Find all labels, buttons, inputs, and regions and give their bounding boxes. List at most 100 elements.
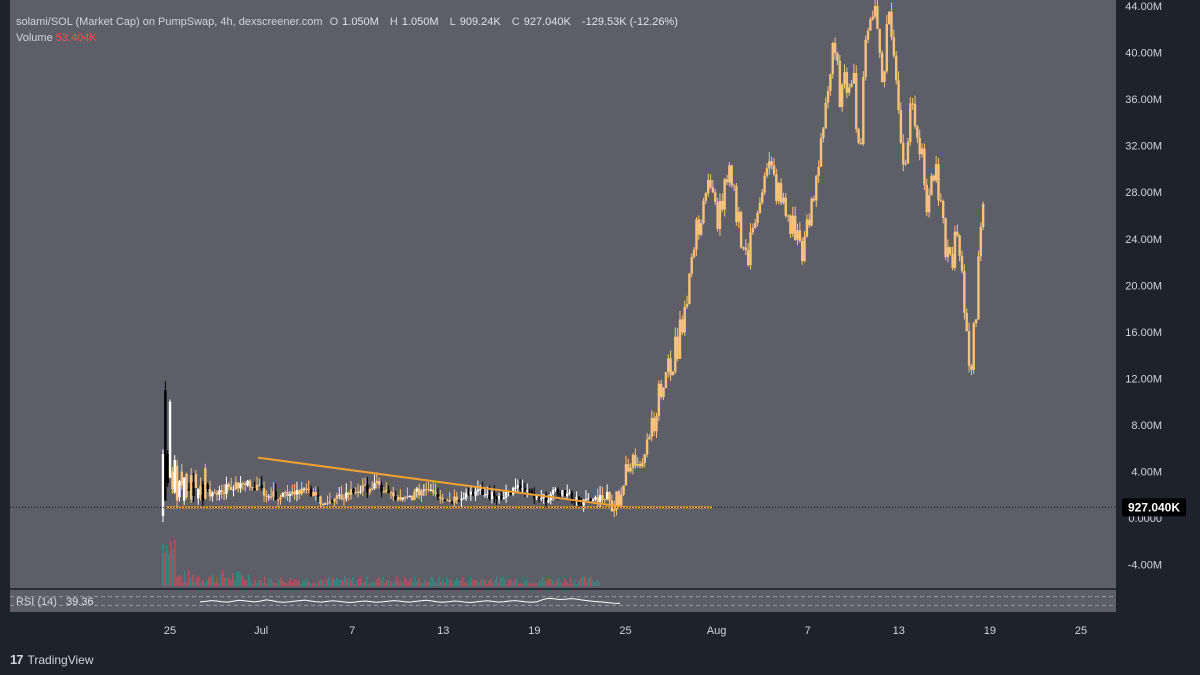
candle xyxy=(197,489,200,499)
symbol-title[interactable]: solami/SOL (Market Cap) on PumpSwap, 4h,… xyxy=(16,16,323,28)
candle xyxy=(457,500,461,502)
volume-bar xyxy=(326,578,328,586)
candle xyxy=(782,197,785,203)
x-tick-label: Aug xyxy=(707,625,727,637)
candle xyxy=(469,491,473,495)
y-tick-label: 32.00M xyxy=(1125,141,1162,153)
candle xyxy=(326,503,329,505)
candle xyxy=(563,490,567,497)
candle xyxy=(516,485,520,488)
volume-bar xyxy=(438,576,440,586)
candle xyxy=(359,491,362,493)
candle xyxy=(798,230,802,241)
volume-label[interactable]: Volume xyxy=(16,32,53,44)
candle xyxy=(298,490,301,494)
x-tick-label: 19 xyxy=(984,625,996,637)
volume-value: 53.404K xyxy=(55,32,97,44)
volume-bar xyxy=(468,581,470,586)
candle xyxy=(608,491,611,501)
volume-bar xyxy=(200,581,202,586)
y-tick-label: 28.00M xyxy=(1125,187,1162,199)
close-value: 927.040K xyxy=(523,16,571,28)
volume-bar xyxy=(168,554,170,586)
candle xyxy=(319,496,322,504)
candle xyxy=(182,477,186,501)
y-tick-label: 20.00M xyxy=(1125,280,1162,292)
candle xyxy=(838,60,841,107)
volume-bar xyxy=(340,578,342,586)
candle xyxy=(396,497,400,501)
candle xyxy=(664,372,668,389)
candle xyxy=(728,165,731,183)
candle xyxy=(812,198,816,201)
rsi-label[interactable]: RSI (14) xyxy=(16,596,57,608)
candle xyxy=(267,496,270,498)
volume-bar xyxy=(208,577,210,586)
candle xyxy=(211,492,214,497)
volume-bar xyxy=(240,573,242,586)
candle xyxy=(949,247,952,254)
candle xyxy=(822,128,825,139)
candle xyxy=(368,489,371,493)
volume-bar xyxy=(394,580,396,586)
candle xyxy=(288,494,292,497)
candle xyxy=(403,497,407,499)
candle xyxy=(725,179,729,183)
volume-bar xyxy=(192,574,194,586)
volume-bar xyxy=(526,579,528,586)
volume-bar xyxy=(388,580,390,586)
candle xyxy=(413,491,416,500)
volume-bar xyxy=(494,580,496,586)
candle xyxy=(855,73,858,130)
volume-bar xyxy=(230,580,232,586)
open-value: 1.050M xyxy=(342,16,379,28)
volume-bar xyxy=(384,583,386,586)
change-value: -129.53K (-12.26%) xyxy=(581,16,678,28)
candle xyxy=(394,496,397,501)
volume-bar xyxy=(378,577,380,586)
candle xyxy=(446,500,449,502)
candle xyxy=(504,491,508,498)
candle xyxy=(981,203,985,227)
candle xyxy=(521,488,524,490)
candle xyxy=(331,501,334,503)
candle xyxy=(575,496,578,502)
volume-bar xyxy=(380,581,382,586)
volume-bar xyxy=(598,581,600,586)
rsi-pane[interactable] xyxy=(10,590,1116,612)
volume-bar xyxy=(558,577,560,586)
candle xyxy=(497,496,501,500)
candle xyxy=(803,236,806,262)
candle xyxy=(840,84,844,107)
candle xyxy=(425,489,428,491)
last-price-tag[interactable] xyxy=(1122,498,1186,517)
candle xyxy=(573,501,576,503)
branding-name[interactable]: TradingView xyxy=(27,652,94,667)
candle xyxy=(448,500,451,502)
x-tick-label: 7 xyxy=(805,625,811,637)
candle xyxy=(260,484,263,489)
volume-bar xyxy=(414,576,416,586)
volume-bar xyxy=(518,583,520,586)
candle xyxy=(692,249,696,257)
candle xyxy=(166,454,169,484)
candle xyxy=(904,163,907,165)
candle xyxy=(848,87,851,93)
high-value: 1.050M xyxy=(401,16,439,28)
candle xyxy=(871,16,874,20)
volume-bar xyxy=(504,579,506,586)
candle xyxy=(951,253,954,268)
volume-bar xyxy=(318,580,320,586)
candle xyxy=(558,494,562,496)
candle xyxy=(237,482,240,489)
candle xyxy=(845,72,849,93)
candle xyxy=(178,480,181,498)
trendline[interactable] xyxy=(257,456,631,509)
rsi-line[interactable] xyxy=(199,597,621,604)
volume-bar xyxy=(316,583,318,586)
candle xyxy=(490,492,494,499)
volume-bar xyxy=(266,583,268,586)
volume-bar xyxy=(196,577,198,586)
volume-bar xyxy=(236,571,238,586)
